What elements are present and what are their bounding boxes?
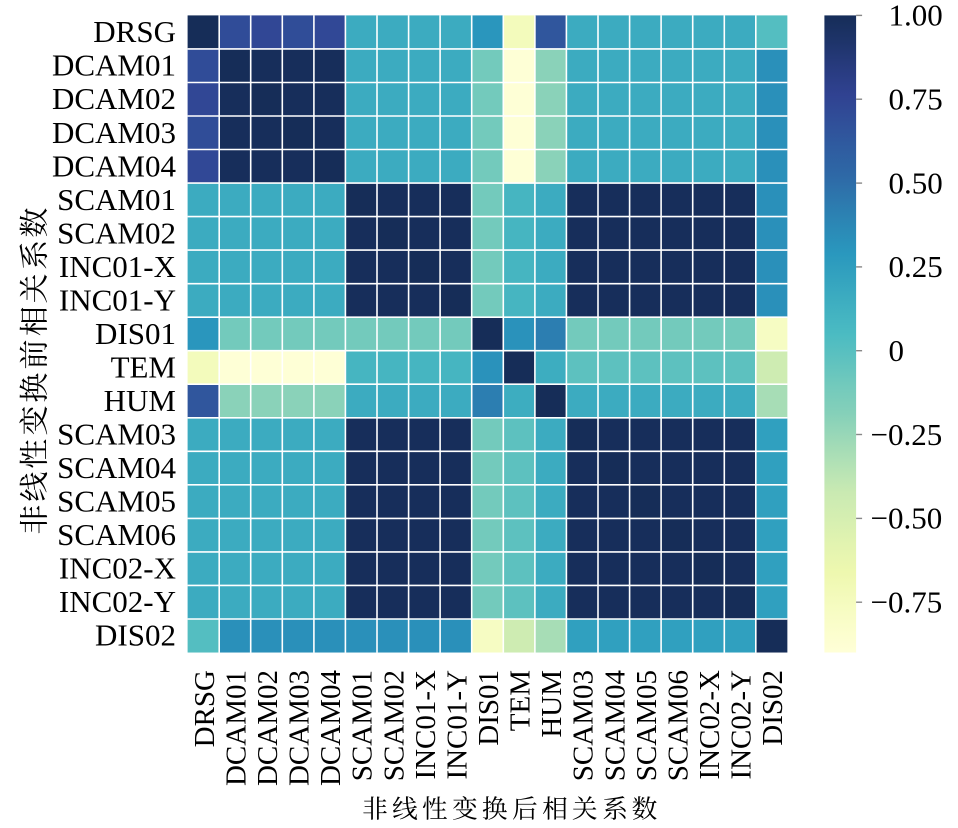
svg-text:INC01-Y: INC01-Y <box>441 670 473 780</box>
svg-text:SCAM02: SCAM02 <box>57 215 176 250</box>
svg-text:DCAM04: DCAM04 <box>315 670 347 787</box>
svg-text:SCAM06: SCAM06 <box>57 517 176 552</box>
svg-text:1.00: 1.00 <box>889 0 943 33</box>
svg-text:INC02-Y: INC02-Y <box>726 670 758 780</box>
svg-text:SCAM03: SCAM03 <box>57 417 176 452</box>
svg-text:DCAM02: DCAM02 <box>252 670 284 786</box>
svg-text:SCAM06: SCAM06 <box>662 670 694 781</box>
svg-text:INC01-X: INC01-X <box>59 249 176 284</box>
svg-text:SCAM02: SCAM02 <box>378 670 410 781</box>
svg-text:SCAM03: SCAM03 <box>568 670 600 781</box>
svg-text:0.50: 0.50 <box>889 165 943 200</box>
svg-text:SCAM04: SCAM04 <box>599 670 631 782</box>
svg-text:DIS02: DIS02 <box>757 670 789 746</box>
svg-text:SCAM04: SCAM04 <box>57 450 176 485</box>
svg-text:INC01-Y: INC01-Y <box>59 282 176 317</box>
svg-text:DCAM03: DCAM03 <box>52 115 176 150</box>
svg-text:DCAM04: DCAM04 <box>52 148 177 183</box>
svg-text:HUM: HUM <box>104 383 176 418</box>
svg-text:DCAM03: DCAM03 <box>284 670 316 786</box>
svg-text:SCAM01: SCAM01 <box>57 182 176 217</box>
svg-text:DIS01: DIS01 <box>95 316 176 351</box>
svg-text:DCAM02: DCAM02 <box>52 81 176 116</box>
svg-text:TEM: TEM <box>505 670 537 731</box>
svg-text:0.25: 0.25 <box>889 249 943 284</box>
svg-text:INC02-X: INC02-X <box>59 551 176 586</box>
svg-text:DRSG: DRSG <box>93 14 176 49</box>
svg-text:DCAM01: DCAM01 <box>221 670 253 786</box>
svg-text:INC02-X: INC02-X <box>694 670 726 780</box>
svg-text:INC02-Y: INC02-Y <box>59 584 176 619</box>
svg-text:HUM: HUM <box>536 670 568 738</box>
svg-text:INC01-X: INC01-X <box>410 670 442 780</box>
svg-text:DRSG: DRSG <box>189 670 221 747</box>
svg-text:TEM: TEM <box>111 350 176 385</box>
svg-text:0: 0 <box>889 333 905 368</box>
svg-text:DIS02: DIS02 <box>95 618 176 653</box>
svg-text:SCAM01: SCAM01 <box>347 670 379 781</box>
svg-text:0.75: 0.75 <box>889 82 943 117</box>
svg-text:DIS01: DIS01 <box>473 670 505 746</box>
svg-text:−0.25: −0.25 <box>871 417 943 452</box>
svg-text:−0.75: −0.75 <box>871 585 943 620</box>
svg-text:SCAM05: SCAM05 <box>631 670 663 781</box>
svg-text:SCAM05: SCAM05 <box>57 484 176 519</box>
svg-text:DCAM01: DCAM01 <box>52 48 176 83</box>
svg-text:−0.50: −0.50 <box>871 501 943 536</box>
